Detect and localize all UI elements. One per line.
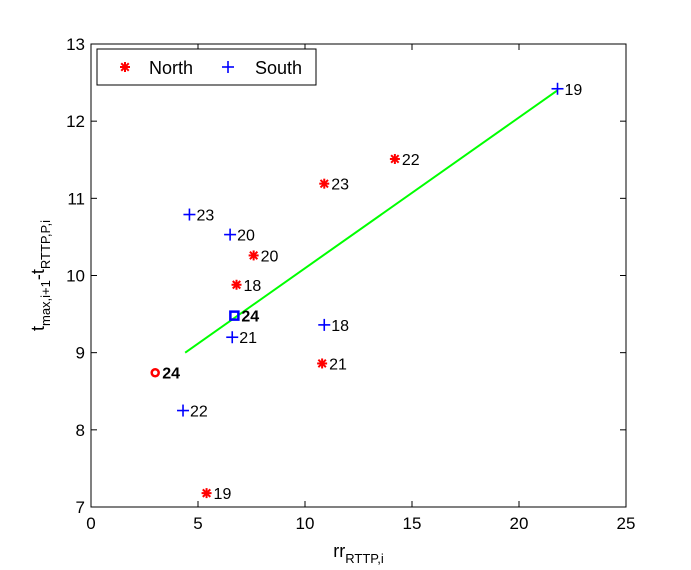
x-tick-label: 0: [86, 514, 95, 533]
x-axis-title: rrRTTP,i: [333, 541, 384, 566]
highlighted-point: [150, 367, 160, 378]
point-label: 23: [196, 208, 214, 225]
legend-label-south: South: [255, 58, 302, 78]
x-tick-label: 10: [296, 514, 315, 533]
point-label: 21: [329, 356, 347, 373]
y-tick-label: 11: [67, 189, 85, 208]
fit-line-layer: [184, 89, 559, 354]
south-point: [177, 404, 190, 417]
axis-ticks: 0 5 10 15 20 25 7 8 9 10 11 12 13: [66, 35, 635, 533]
highlighted-point-label: 24: [241, 309, 259, 326]
y-axis-title-subscript-2: RTTP,P,i: [38, 220, 53, 269]
point-label: 20: [261, 248, 279, 265]
point-label: 19: [214, 486, 232, 503]
legend-marker-south-icon: [222, 61, 234, 73]
legend: North South: [96, 48, 317, 86]
x-axis-title-base: rr: [333, 541, 345, 561]
south-point: [224, 228, 237, 241]
y-axis-title-mid: -t: [28, 269, 48, 280]
highlighted-point: [229, 310, 240, 321]
highlighted-point-label: 24: [162, 366, 180, 383]
north-point: [317, 358, 328, 369]
north-point: [201, 488, 212, 499]
north-point: [248, 250, 259, 261]
point-label: 21: [239, 330, 257, 347]
legend-label-north: North: [149, 58, 193, 78]
south-point: [183, 208, 196, 221]
y-tick-label: 9: [76, 344, 85, 363]
point-label: 23: [331, 177, 349, 194]
x-tick-label: 20: [510, 514, 529, 533]
legend-marker-north-icon: [120, 62, 130, 72]
y-axis-title: tmax,i+1-tRTTP,P,i: [28, 220, 53, 331]
north-point: [319, 178, 330, 189]
north-point: [389, 153, 400, 164]
y-tick-label: 13: [66, 35, 85, 54]
x-tick-label: 25: [617, 514, 636, 533]
y-axis-title-base: t: [28, 326, 48, 331]
south-point: [551, 82, 564, 95]
x-tick-label: 5: [193, 514, 202, 533]
x-axis-title-subscript: RTTP,i: [345, 551, 384, 566]
data-points: 22 23 20 18 21 19 19 23 20 18 21 22 24 24: [150, 82, 583, 503]
point-label: 19: [565, 82, 583, 99]
south-point: [226, 331, 239, 344]
y-tick-label: 8: [76, 421, 85, 440]
y-tick-label: 12: [66, 112, 85, 131]
point-label: 18: [331, 318, 349, 335]
y-axis-title-subscript-1: max,i+1: [38, 280, 53, 326]
y-tick-label: 7: [76, 498, 85, 517]
plot-area: [90, 43, 627, 508]
y-tick-label: 10: [66, 267, 85, 286]
point-label: 18: [244, 278, 262, 295]
point-label: 20: [237, 228, 255, 245]
point-label: 22: [190, 404, 208, 421]
fit-line: [184, 89, 559, 354]
north-point: [231, 279, 242, 290]
point-label: 22: [402, 152, 420, 169]
legend-box: [96, 48, 317, 86]
x-tick-label: 15: [403, 514, 422, 533]
south-point: [318, 318, 331, 331]
